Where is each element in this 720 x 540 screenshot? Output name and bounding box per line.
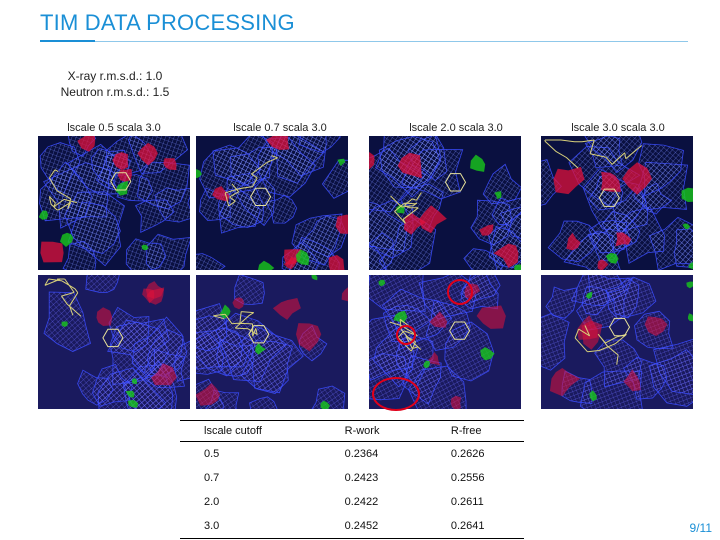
cell-r-work: 0.2423 <box>344 472 379 484</box>
neutron-rmsd: Neutron r.m.s.d.: 1.5 <box>60 85 170 99</box>
table-row: 2.0 0.2422 0.2611 <box>180 490 524 514</box>
density-map-row1-col4 <box>541 136 693 270</box>
cell-lscale: 2.0 <box>204 496 220 508</box>
cell-lscale: 3.0 <box>180 514 313 539</box>
highlight-circle-1 <box>447 279 473 305</box>
density-mesh-graphic <box>196 275 348 409</box>
density-mesh-graphic <box>541 275 693 409</box>
column-label-2: lscale 0.7 scala 3.0 <box>233 122 327 134</box>
density-map-row2-col4 <box>541 275 693 409</box>
column-label-1: lscale 0.5 scala 3.0 <box>67 122 161 134</box>
density-mesh-graphic <box>196 136 348 270</box>
table-row: 3.0 0.2452 0.2641 <box>180 514 524 539</box>
table-row: 0.5 0.2364 0.2626 <box>180 442 524 467</box>
highlight-circle-2 <box>396 325 416 345</box>
density-map-row1-col1 <box>38 136 190 270</box>
highlight-circle-3 <box>372 377 420 411</box>
density-mesh-graphic <box>38 275 190 409</box>
rmsd-block: X-ray r.m.s.d.: 1.0 Neutron r.m.s.d.: 1.… <box>40 68 190 100</box>
cell-r-work: 0.2452 <box>312 514 421 539</box>
title-underline <box>40 41 688 42</box>
slide-title: TIM DATA PROCESSING <box>40 10 295 35</box>
cell-r-free: 0.2626 <box>450 448 485 460</box>
column-label-4: lscale 3.0 scala 3.0 <box>571 122 665 134</box>
cell-lscale: 0.5 <box>204 448 220 460</box>
table-header-row: lscale cutoff R-work R-free <box>180 420 524 442</box>
header-r-free: R-free <box>420 420 524 442</box>
cell-r-free: 0.2611 <box>450 496 484 508</box>
cell-r-free: 0.2641 <box>420 514 524 539</box>
cell-lscale: 0.7 <box>204 472 220 484</box>
cell-r-work: 0.2364 <box>344 448 379 460</box>
density-map-row1-col2 <box>196 136 348 270</box>
xray-rmsd: X-ray r.m.s.d.: 1.0 <box>67 69 163 83</box>
cell-r-free: 0.2556 <box>450 472 485 484</box>
page-number: 9/11 <box>689 521 712 535</box>
header-r-work: R-work <box>312 420 421 442</box>
density-map-row2-col2 <box>196 275 348 409</box>
density-mesh-graphic <box>541 136 693 270</box>
density-map-row2-col1 <box>38 275 190 409</box>
density-mesh-graphic <box>38 136 190 270</box>
table-row: 0.7 0.2423 0.2556 <box>180 466 524 490</box>
density-mesh-graphic <box>369 136 521 270</box>
title-underline-accent <box>40 40 95 42</box>
density-map-row1-col3 <box>369 136 521 270</box>
results-table: lscale cutoff R-work R-free 0.5 0.2364 0… <box>180 420 524 539</box>
column-label-3: lscale 2.0 scala 3.0 <box>409 122 503 134</box>
header-lscale-cutoff: lscale cutoff <box>180 420 313 442</box>
cell-r-work: 0.2422 <box>344 496 379 508</box>
